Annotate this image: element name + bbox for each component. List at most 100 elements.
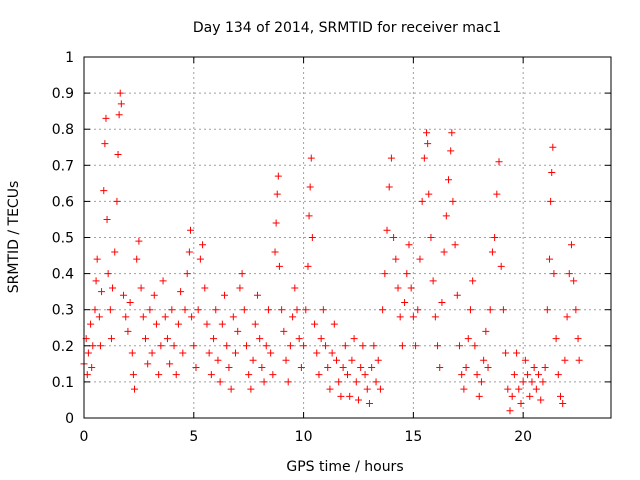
data-point [159,277,167,285]
data-point [264,306,272,314]
data-point [232,349,240,357]
data-point [499,306,507,314]
data-point [148,349,156,357]
data-point [234,327,242,335]
data-point [129,371,137,379]
data-point [106,306,114,314]
data-point [357,363,365,371]
data-point [144,360,152,368]
data-point [253,291,261,299]
data-point [425,190,433,198]
data-point [434,342,442,350]
data-point [181,306,189,314]
data-point [427,234,435,241]
data-point [458,371,466,379]
data-point [480,356,488,364]
data-point [392,255,400,263]
y-tick-label: 0 [65,411,74,427]
data-point [530,363,538,371]
data-point [194,306,202,314]
data-point [190,342,198,350]
data-point [269,371,277,379]
data-point [115,111,123,119]
data-point [488,248,496,256]
data-point [510,371,518,379]
data-point [311,320,319,328]
data-point [495,158,503,166]
data-point [526,392,534,400]
data-point [491,234,499,241]
data-point [137,284,145,292]
data-point [508,392,516,400]
data-point [429,277,437,285]
data-point [238,270,246,278]
data-point [546,255,554,263]
data-point [521,356,529,364]
data-point [183,270,191,278]
data-point [326,385,334,393]
data-point [559,400,567,408]
data-point [455,342,463,350]
data-point [517,400,525,408]
data-point [328,349,336,357]
data-point [376,385,384,393]
data-point [280,327,288,335]
data-point [88,363,96,371]
data-point [297,363,305,371]
data-point [372,378,380,386]
data-point [102,114,110,122]
axis-ticks: 00.10.20.30.40.50.60.70.80.910 5 10 15 20 [52,50,611,445]
data-point [139,313,147,321]
data-point [203,320,211,328]
data-point [570,277,578,285]
data-point [322,342,330,350]
data-point [350,335,358,343]
data-point [352,378,360,386]
data-point [302,306,310,314]
data-point [282,356,290,364]
data-point [201,284,209,292]
data-point [469,277,477,285]
data-point [87,320,95,328]
data-point [556,392,564,400]
data-point [554,371,562,379]
data-point [168,306,176,314]
data-point [128,349,136,357]
y-tick-label: 0.1 [52,375,74,391]
data-point [83,371,91,379]
y-tick-label: 0.6 [52,194,74,210]
data-point [324,363,332,371]
data-point [293,306,301,314]
data-point [304,262,312,270]
data-point [361,371,369,379]
y-tick-label: 0.7 [52,158,74,174]
data-point [484,363,492,371]
data-point [93,255,101,263]
data-point [506,407,514,415]
data-point [262,342,270,350]
data-point [214,356,222,364]
data-point [486,306,494,314]
data-point [346,392,354,400]
data-point [390,234,398,241]
data-point [166,360,174,368]
data-point [109,284,117,292]
y-tick-label: 0.9 [52,86,74,102]
data-point [471,342,479,350]
data-point [424,140,432,148]
data-point [438,298,446,306]
data-point [337,392,345,400]
data-point [116,89,124,97]
data-point [385,183,393,191]
data-point [524,371,532,379]
data-point [170,342,178,350]
data-point [161,313,169,321]
data-point [447,147,455,155]
data-point [101,140,109,148]
grid [84,57,611,418]
data-point [407,284,415,292]
data-point [431,313,439,321]
data-point [163,335,171,343]
data-point [396,313,404,321]
